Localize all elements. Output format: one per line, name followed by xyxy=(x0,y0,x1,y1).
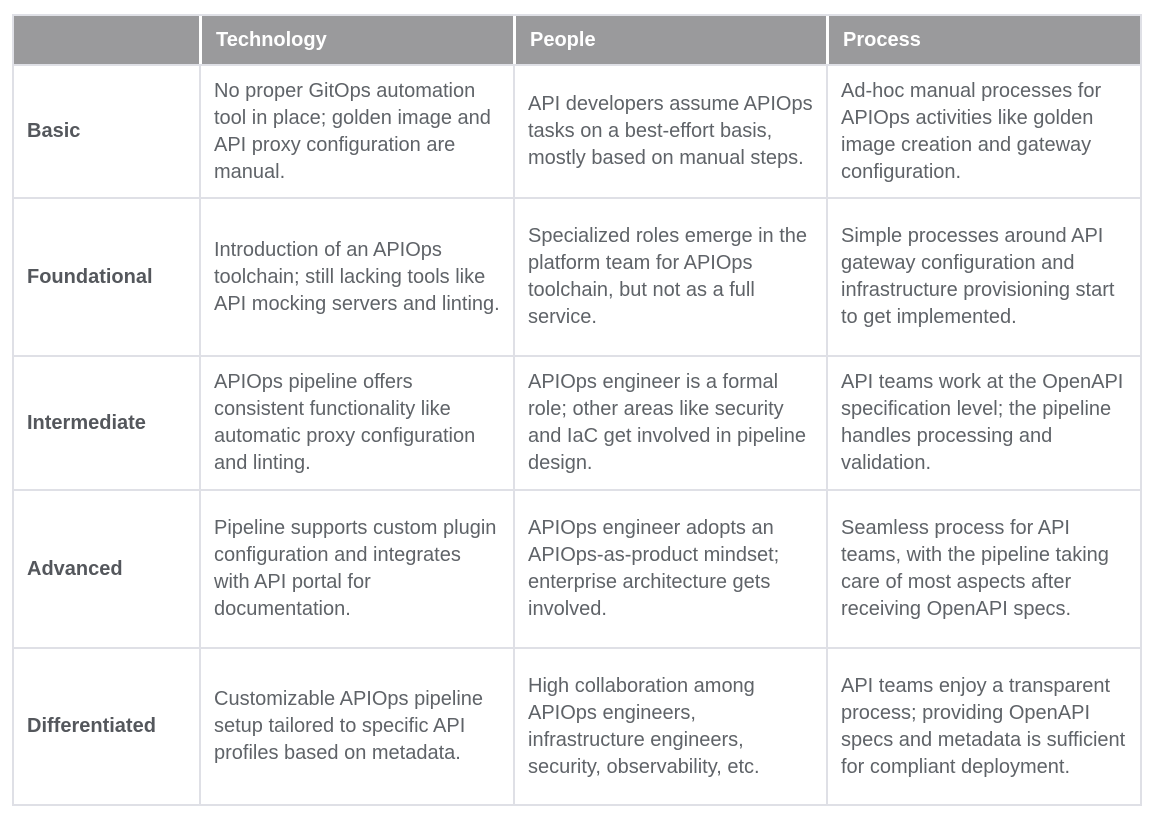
cell-advanced-process: Seamless process for API teams, with the… xyxy=(826,489,1140,647)
cell-foundational-technology: Introduction of an APIOps toolchain; sti… xyxy=(199,197,513,355)
apiops-maturity-table: Technology People Process Basic No prope… xyxy=(12,14,1142,806)
cell-differentiated-technology: Customizable APIOps pipeline setup tailo… xyxy=(199,647,513,804)
cell-basic-technology: No proper GitOps automation tool in plac… xyxy=(199,64,513,197)
table-row-basic: Basic No proper GitOps automation tool i… xyxy=(14,64,1140,197)
column-header-technology: Technology xyxy=(199,16,513,64)
cell-foundational-process: Simple processes around API gateway conf… xyxy=(826,197,1140,355)
table-row-intermediate: Intermediate APIOps pipeline offers cons… xyxy=(14,355,1140,489)
column-header-process: Process xyxy=(826,16,1140,64)
table-row-differentiated: Differentiated Customizable APIOps pipel… xyxy=(14,647,1140,804)
cell-basic-process: Ad-hoc manual processes for APIOps activ… xyxy=(826,64,1140,197)
column-header-people: People xyxy=(513,16,826,64)
cell-intermediate-people: APIOps engineer is a formal role; other … xyxy=(513,355,826,489)
cell-foundational-people: Specialized roles emerge in the platform… xyxy=(513,197,826,355)
row-label-differentiated: Differentiated xyxy=(14,647,199,804)
cell-intermediate-process: API teams work at the OpenAPI specificat… xyxy=(826,355,1140,489)
row-label-basic: Basic xyxy=(14,64,199,197)
table-row-advanced: Advanced Pipeline supports custom plugin… xyxy=(14,489,1140,647)
cell-differentiated-process: API teams enjoy a transparent process; p… xyxy=(826,647,1140,804)
corner-cell xyxy=(14,16,199,64)
cell-basic-people: API developers assume APIOps tasks on a … xyxy=(513,64,826,197)
row-label-intermediate: Intermediate xyxy=(14,355,199,489)
cell-advanced-technology: Pipeline supports custom plugin configur… xyxy=(199,489,513,647)
row-label-advanced: Advanced xyxy=(14,489,199,647)
cell-intermediate-technology: APIOps pipeline offers consistent functi… xyxy=(199,355,513,489)
table-row-foundational: Foundational Introduction of an APIOps t… xyxy=(14,197,1140,355)
table-header-row: Technology People Process xyxy=(14,16,1140,64)
row-label-foundational: Foundational xyxy=(14,197,199,355)
cell-advanced-people: APIOps engineer adopts an APIOps-as-prod… xyxy=(513,489,826,647)
cell-differentiated-people: High collaboration among APIOps engineer… xyxy=(513,647,826,804)
